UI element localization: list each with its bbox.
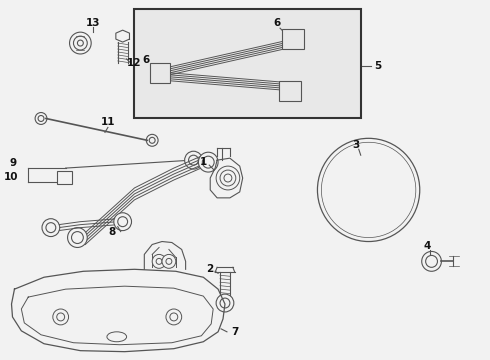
Text: 3: 3 — [352, 140, 360, 150]
Circle shape — [152, 255, 166, 268]
Circle shape — [189, 155, 198, 165]
Circle shape — [364, 185, 373, 195]
Circle shape — [166, 258, 172, 264]
Circle shape — [288, 87, 296, 95]
Circle shape — [383, 185, 393, 195]
Circle shape — [154, 65, 170, 81]
Circle shape — [348, 173, 358, 183]
Circle shape — [35, 113, 47, 125]
Circle shape — [318, 138, 420, 242]
Circle shape — [325, 146, 412, 234]
Circle shape — [72, 231, 83, 243]
Circle shape — [114, 213, 131, 231]
Text: 2: 2 — [207, 264, 214, 274]
Circle shape — [42, 219, 60, 237]
Circle shape — [426, 255, 438, 267]
Circle shape — [185, 151, 202, 169]
Circle shape — [224, 174, 232, 182]
Circle shape — [321, 142, 416, 238]
Circle shape — [170, 313, 178, 321]
Circle shape — [68, 228, 87, 247]
Circle shape — [147, 134, 158, 146]
Circle shape — [53, 309, 69, 325]
Circle shape — [162, 255, 176, 268]
Circle shape — [422, 251, 441, 271]
Circle shape — [291, 35, 299, 43]
Circle shape — [70, 32, 91, 54]
Bar — [57, 171, 72, 184]
Circle shape — [156, 258, 162, 264]
Bar — [134, 9, 361, 118]
Circle shape — [74, 36, 87, 50]
Text: 9: 9 — [9, 158, 17, 168]
Circle shape — [220, 298, 230, 308]
Text: 11: 11 — [100, 117, 115, 127]
Text: 5: 5 — [374, 61, 381, 71]
Text: 1: 1 — [200, 157, 207, 167]
Text: 12: 12 — [127, 58, 142, 68]
Text: 10: 10 — [4, 172, 19, 182]
Bar — [282, 29, 304, 49]
Circle shape — [220, 170, 236, 186]
Circle shape — [216, 166, 240, 190]
Circle shape — [370, 166, 380, 176]
Text: 13: 13 — [86, 18, 100, 28]
Text: 6: 6 — [273, 18, 281, 28]
Circle shape — [57, 313, 65, 321]
Circle shape — [198, 152, 218, 172]
Circle shape — [370, 204, 380, 214]
Circle shape — [348, 197, 358, 207]
Circle shape — [359, 180, 378, 200]
Circle shape — [60, 172, 72, 184]
Text: 8: 8 — [108, 226, 116, 237]
Circle shape — [216, 294, 234, 312]
Circle shape — [336, 157, 401, 223]
Circle shape — [202, 156, 214, 168]
Circle shape — [287, 31, 303, 47]
Bar — [150, 63, 170, 83]
Circle shape — [46, 223, 56, 233]
Text: 7: 7 — [231, 327, 239, 337]
Text: 6: 6 — [143, 55, 150, 65]
Circle shape — [149, 137, 155, 143]
Circle shape — [38, 116, 44, 121]
Circle shape — [158, 69, 166, 77]
Circle shape — [284, 83, 300, 99]
Circle shape — [63, 175, 69, 181]
Text: 4: 4 — [424, 242, 431, 252]
Circle shape — [77, 40, 83, 46]
Bar — [279, 81, 301, 100]
Circle shape — [118, 217, 127, 227]
Circle shape — [166, 309, 182, 325]
